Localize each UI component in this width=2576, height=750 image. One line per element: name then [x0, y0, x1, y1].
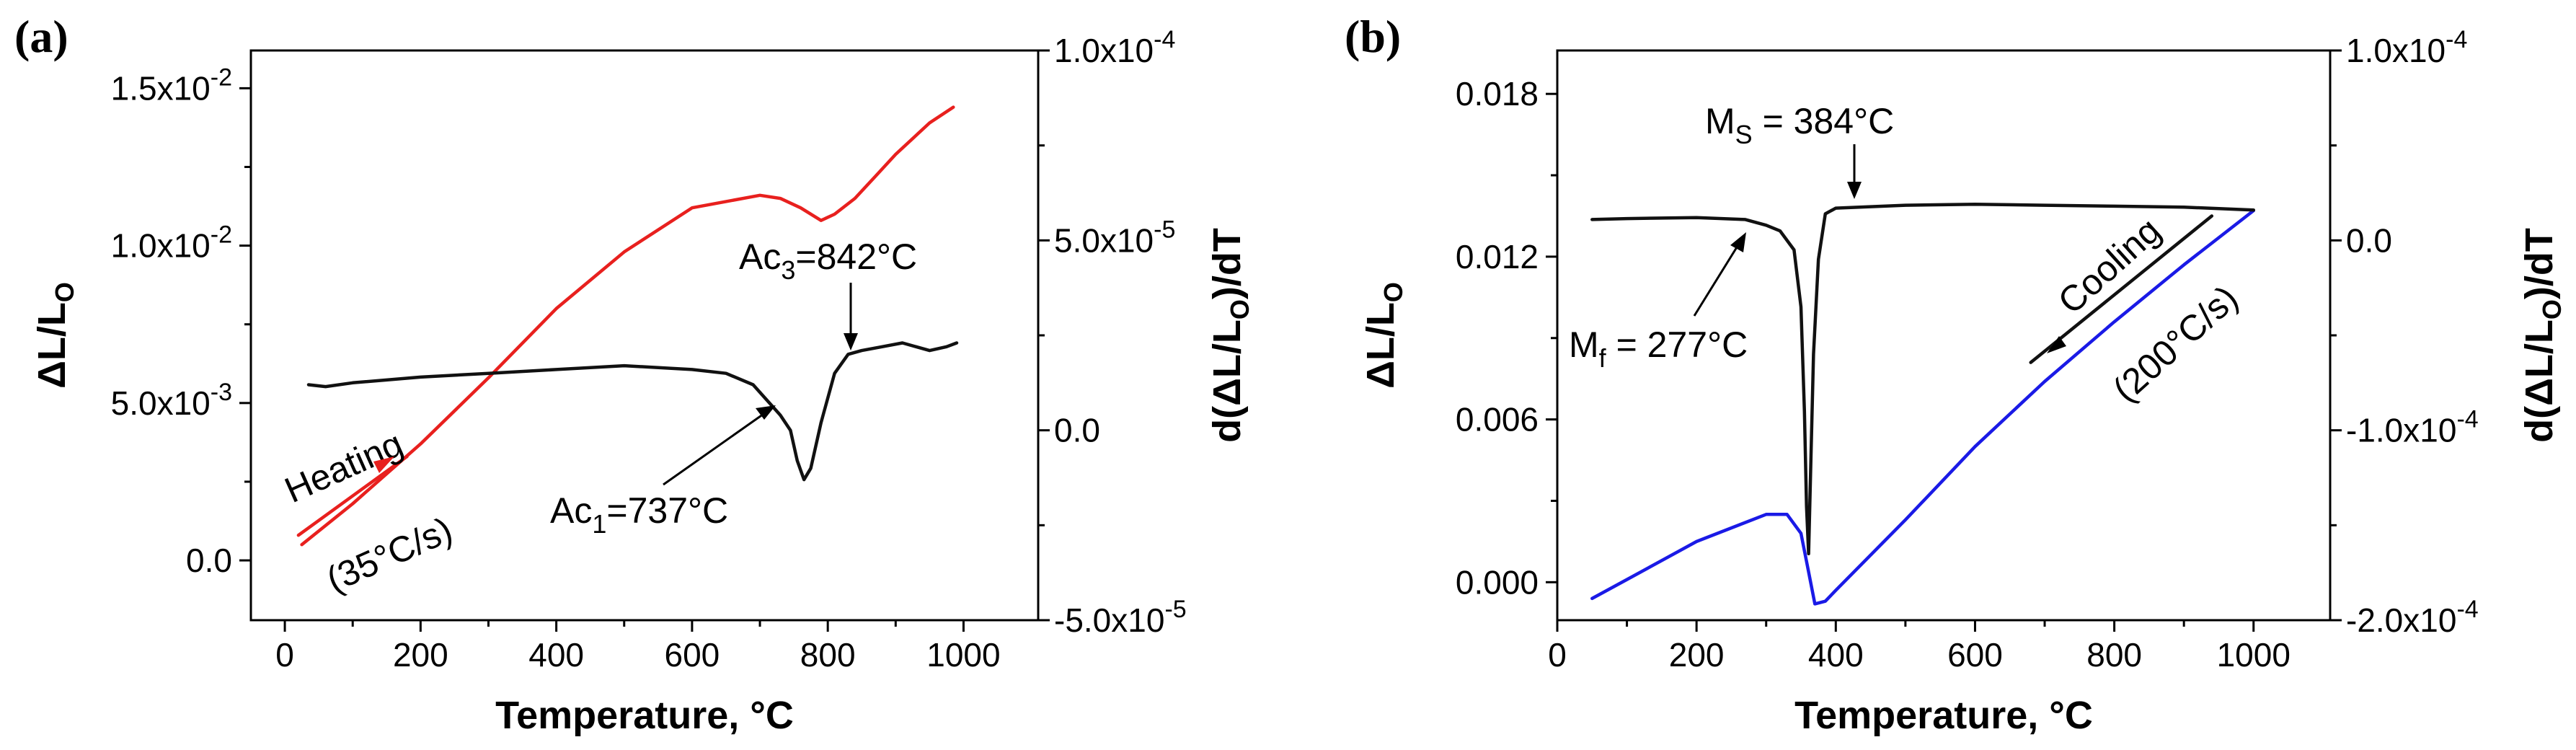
panel-a-frame	[249, 49, 1040, 622]
panel-b-x-tick-label: 1000	[2217, 636, 2290, 674]
ms-arrowhead	[1847, 182, 1862, 199]
annotation-ac1-sub: 1	[592, 509, 606, 539]
panel-a-x-axis-title: Temperature, °C	[495, 694, 794, 737]
panel-b-y-axis-title: ΔL/LO	[1359, 282, 1408, 389]
panel-a-y-tick-label: 5.0x10-3	[111, 379, 232, 422]
panel-a-label: (a)	[14, 11, 68, 62]
annotation-ac3: Ac3=842°C	[739, 237, 917, 285]
panel-b-y2-axis-title-pre: d(ΔL/L	[2518, 319, 2561, 443]
panel-b-y-tick-label: 0.018	[1456, 75, 1539, 112]
panel-a-x-tick-label: 400	[528, 636, 584, 674]
annotation-ac3-sub: 3	[781, 255, 795, 285]
panel-b-x-axis-title: Temperature, °C	[1794, 694, 2093, 737]
panel-b-y2-tick-label: 1.0x10-4	[2346, 26, 2467, 69]
panel-a-y2-axis-title-post: )/dT	[1205, 228, 1249, 299]
annotation-heating-rate: (35°C/s)	[321, 509, 459, 600]
annotation-mf-post: = 277°C	[1606, 325, 1748, 365]
heating-arrowhead	[373, 456, 394, 473]
panel-a-series	[296, 105, 959, 547]
annotation-mf-sub: f	[1599, 343, 1607, 373]
annotation-ac3-pre: Ac	[739, 237, 781, 277]
annotation-ac1-post: =737°C	[606, 490, 728, 531]
panel-a: (a) 0 200 400 600 800 1000 0.0 5.0x10-3 1.0x10-…	[14, 11, 1254, 737]
panel-a-y-tick-label: 0.0	[186, 542, 232, 579]
panel-a-y2-ticks: -5.0x10-5 0.0 5.0x10-5 1.0x10-4	[1038, 26, 1187, 639]
panel-a-series-line-1	[306, 341, 959, 482]
panel-a-x-tick-label: 1000	[926, 636, 1000, 674]
annotation-ac1-pre: Ac	[550, 490, 592, 531]
panel-b-series-line-2	[2029, 214, 2214, 364]
panel-b-y2-tick-label: -1.0x10-4	[2346, 406, 2479, 449]
panel-a-series-line-0	[300, 105, 955, 547]
panel-a-x-tick-label: 600	[665, 636, 720, 674]
panel-b-y2-axis-title-post: )/dT	[2518, 228, 2561, 299]
annotation-ms-post: = 384°C	[1753, 101, 1895, 141]
panel-a-series-line-2	[296, 454, 409, 537]
annotation-cooling-rate: (200°C/s)	[2105, 278, 2246, 410]
panel-b-x-tick-label: 200	[1669, 636, 1725, 674]
ac1-arrowhead	[756, 405, 776, 420]
panel-b-y2-ticks: -2.0x10-4 -1.0x10-4 0.0 1.0x10-4	[2330, 26, 2479, 639]
annotation-ms-pre: M	[1705, 101, 1735, 141]
panel-b-y-ticks: 0.000 0.006 0.012 0.018	[1456, 75, 1557, 601]
panel-a-y-tick-label: 1.0x10-2	[111, 221, 232, 265]
panel-a-y2-axis-title-sub: O	[1225, 299, 1254, 319]
annotation-mf: Mf = 277°C	[1569, 325, 1748, 373]
panel-b-y-axis-title-base: ΔL/L	[1359, 302, 1402, 389]
panel-a-x-tick-label: 200	[393, 636, 448, 674]
panel-b-y-axis-title-sub: O	[1378, 282, 1408, 302]
panel-b-series-line-0	[1590, 208, 2256, 606]
panel-a-y-ticks: 0.0 5.0x10-3 1.0x10-2 1.5x10-2	[111, 63, 251, 579]
panel-a-y2-tick-label: 0.0	[1054, 412, 1100, 449]
panel-b-y2-tick-label: 0.0	[2346, 221, 2392, 259]
panel-b-series-line-1	[1590, 203, 2256, 556]
panel-b-y-tick-label: 0.006	[1456, 401, 1539, 438]
annotation-mf-pre: M	[1569, 325, 1599, 365]
panel-b-label: (b)	[1345, 11, 1401, 62]
annotation-ac3-post: =842°C	[795, 237, 917, 277]
panel-b-x-tick-label: 0	[1548, 636, 1567, 674]
ac1-arrow-line	[663, 411, 766, 486]
panel-a-x-tick-label: 0	[275, 636, 294, 674]
panel-b-x-tick-label: 600	[1947, 636, 2003, 674]
panel-b-y2-axis-title-sub: O	[2537, 299, 2567, 319]
annotation-ms-sub: S	[1735, 120, 1753, 149]
panel-a-x-ticks: 0 200 400 600 800 1000	[275, 620, 1001, 674]
ac3-arrowhead	[844, 333, 858, 350]
panel-b-y2-tick-label: -2.0x10-4	[2346, 596, 2479, 639]
mf-arrow-line	[1693, 243, 1740, 317]
panel-a-y2-tick-label: 1.0x10-4	[1054, 26, 1175, 69]
annotation-heating: Heating	[279, 423, 409, 511]
panel-b-x-ticks: 0 200 400 600 800 1000	[1548, 620, 2290, 674]
panel-b-series	[1590, 203, 2256, 606]
annotation-ac1: Ac1=737°C	[550, 490, 728, 539]
panel-a-y2-tick-label: -5.0x10-5	[1054, 596, 1187, 639]
panel-b-x-tick-label: 800	[2086, 636, 2142, 674]
panel-b-x-tick-label: 400	[1808, 636, 1864, 674]
mf-arrowhead	[1730, 232, 1746, 252]
panel-b-y2-axis-title: d(ΔL/LO)/dT	[2518, 228, 2567, 443]
panel-a-y2-axis-title-pre: d(ΔL/L	[1205, 319, 1249, 443]
cooling-arrowhead	[2047, 336, 2066, 353]
panel-a-y-axis-title-base: ΔL/L	[30, 302, 74, 389]
panel-b: (b) 0 200 400 600 800 1000 0.0000.0060.0120.0…	[1345, 11, 2567, 737]
panel-a-y-axis-title-sub: O	[50, 282, 79, 302]
panel-a-y-tick-label: 1.5x10-2	[111, 63, 232, 107]
panel-a-y2-axis-title: d(ΔL/LO)/dT	[1205, 228, 1254, 443]
panel-a-y-axis-title: ΔL/LO	[30, 282, 79, 389]
panel-b-y-tick-label: 0.000	[1456, 563, 1539, 601]
panel-a-y2-tick-label: 5.0x10-5	[1054, 216, 1175, 259]
panel-b-y-tick-label: 0.012	[1456, 238, 1539, 275]
annotation-ms: MS = 384°C	[1705, 101, 1894, 149]
panel-a-x-tick-label: 800	[800, 636, 856, 674]
